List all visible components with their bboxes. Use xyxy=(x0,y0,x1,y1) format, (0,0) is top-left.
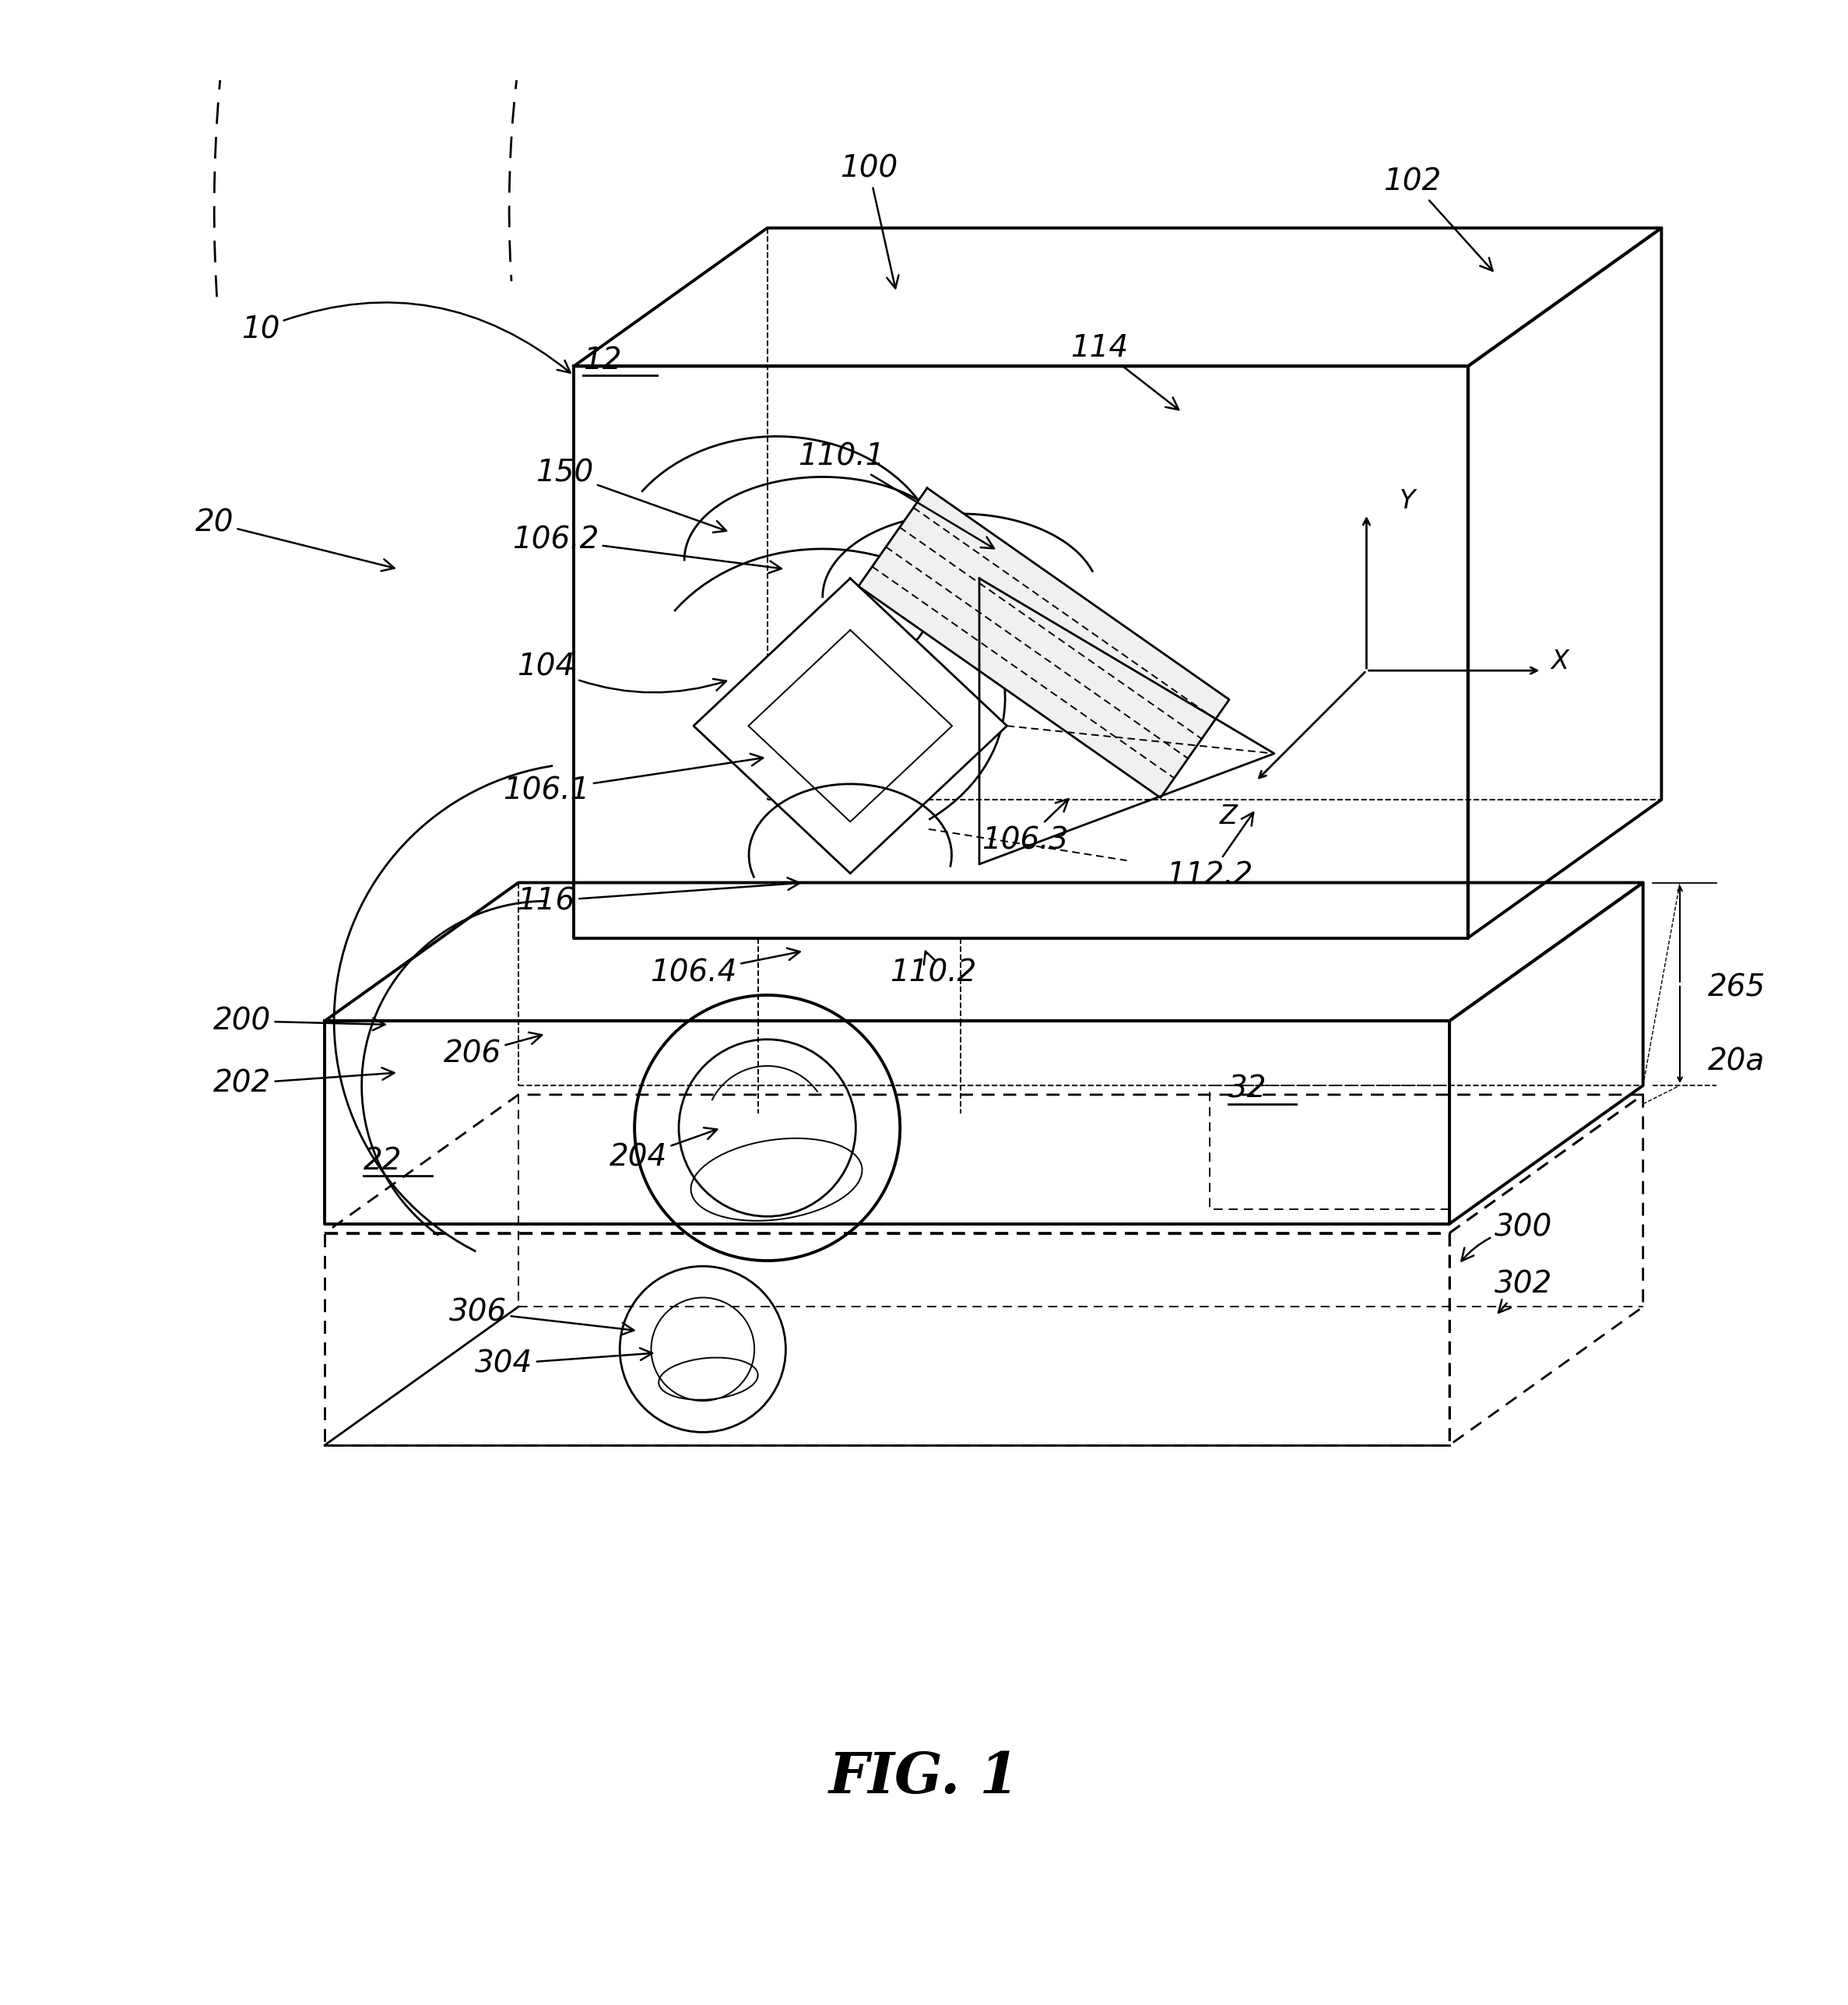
Text: 104: 104 xyxy=(517,652,726,692)
Text: FIG. 1: FIG. 1 xyxy=(828,1750,1020,1804)
Text: 22: 22 xyxy=(364,1147,403,1175)
Text: 106.1: 106.1 xyxy=(503,754,763,806)
Text: 112.2: 112.2 xyxy=(1166,812,1253,890)
Text: 100: 100 xyxy=(839,154,898,289)
Text: 200: 200 xyxy=(213,1007,384,1037)
Text: 106.2: 106.2 xyxy=(512,525,782,573)
Text: 110.2: 110.2 xyxy=(891,950,976,988)
Text: 265: 265 xyxy=(1708,972,1765,1002)
Text: 202: 202 xyxy=(213,1069,394,1099)
Text: 110.1: 110.1 xyxy=(798,441,994,549)
Text: 206: 206 xyxy=(444,1033,541,1069)
Text: 306: 306 xyxy=(449,1297,634,1335)
Text: Z: Z xyxy=(1220,804,1238,828)
Text: Y: Y xyxy=(1399,487,1416,513)
Text: 116: 116 xyxy=(517,878,800,916)
Text: 106.3: 106.3 xyxy=(981,798,1068,854)
Text: 20a: 20a xyxy=(1708,1047,1765,1077)
Text: 204: 204 xyxy=(610,1127,717,1173)
Text: 12: 12 xyxy=(582,347,621,375)
Text: 102: 102 xyxy=(1384,166,1493,271)
Text: 32: 32 xyxy=(1229,1075,1266,1105)
Text: 106.4: 106.4 xyxy=(650,948,800,988)
Text: 304: 304 xyxy=(475,1347,652,1379)
Text: 114: 114 xyxy=(1070,333,1179,409)
Text: 10: 10 xyxy=(240,303,571,373)
Text: 302: 302 xyxy=(1495,1269,1552,1313)
Text: 150: 150 xyxy=(536,459,726,533)
Polygon shape xyxy=(859,487,1229,798)
Polygon shape xyxy=(693,577,1007,874)
Text: X: X xyxy=(1550,648,1569,674)
Text: 300: 300 xyxy=(1462,1213,1552,1261)
Text: 20: 20 xyxy=(194,507,394,571)
